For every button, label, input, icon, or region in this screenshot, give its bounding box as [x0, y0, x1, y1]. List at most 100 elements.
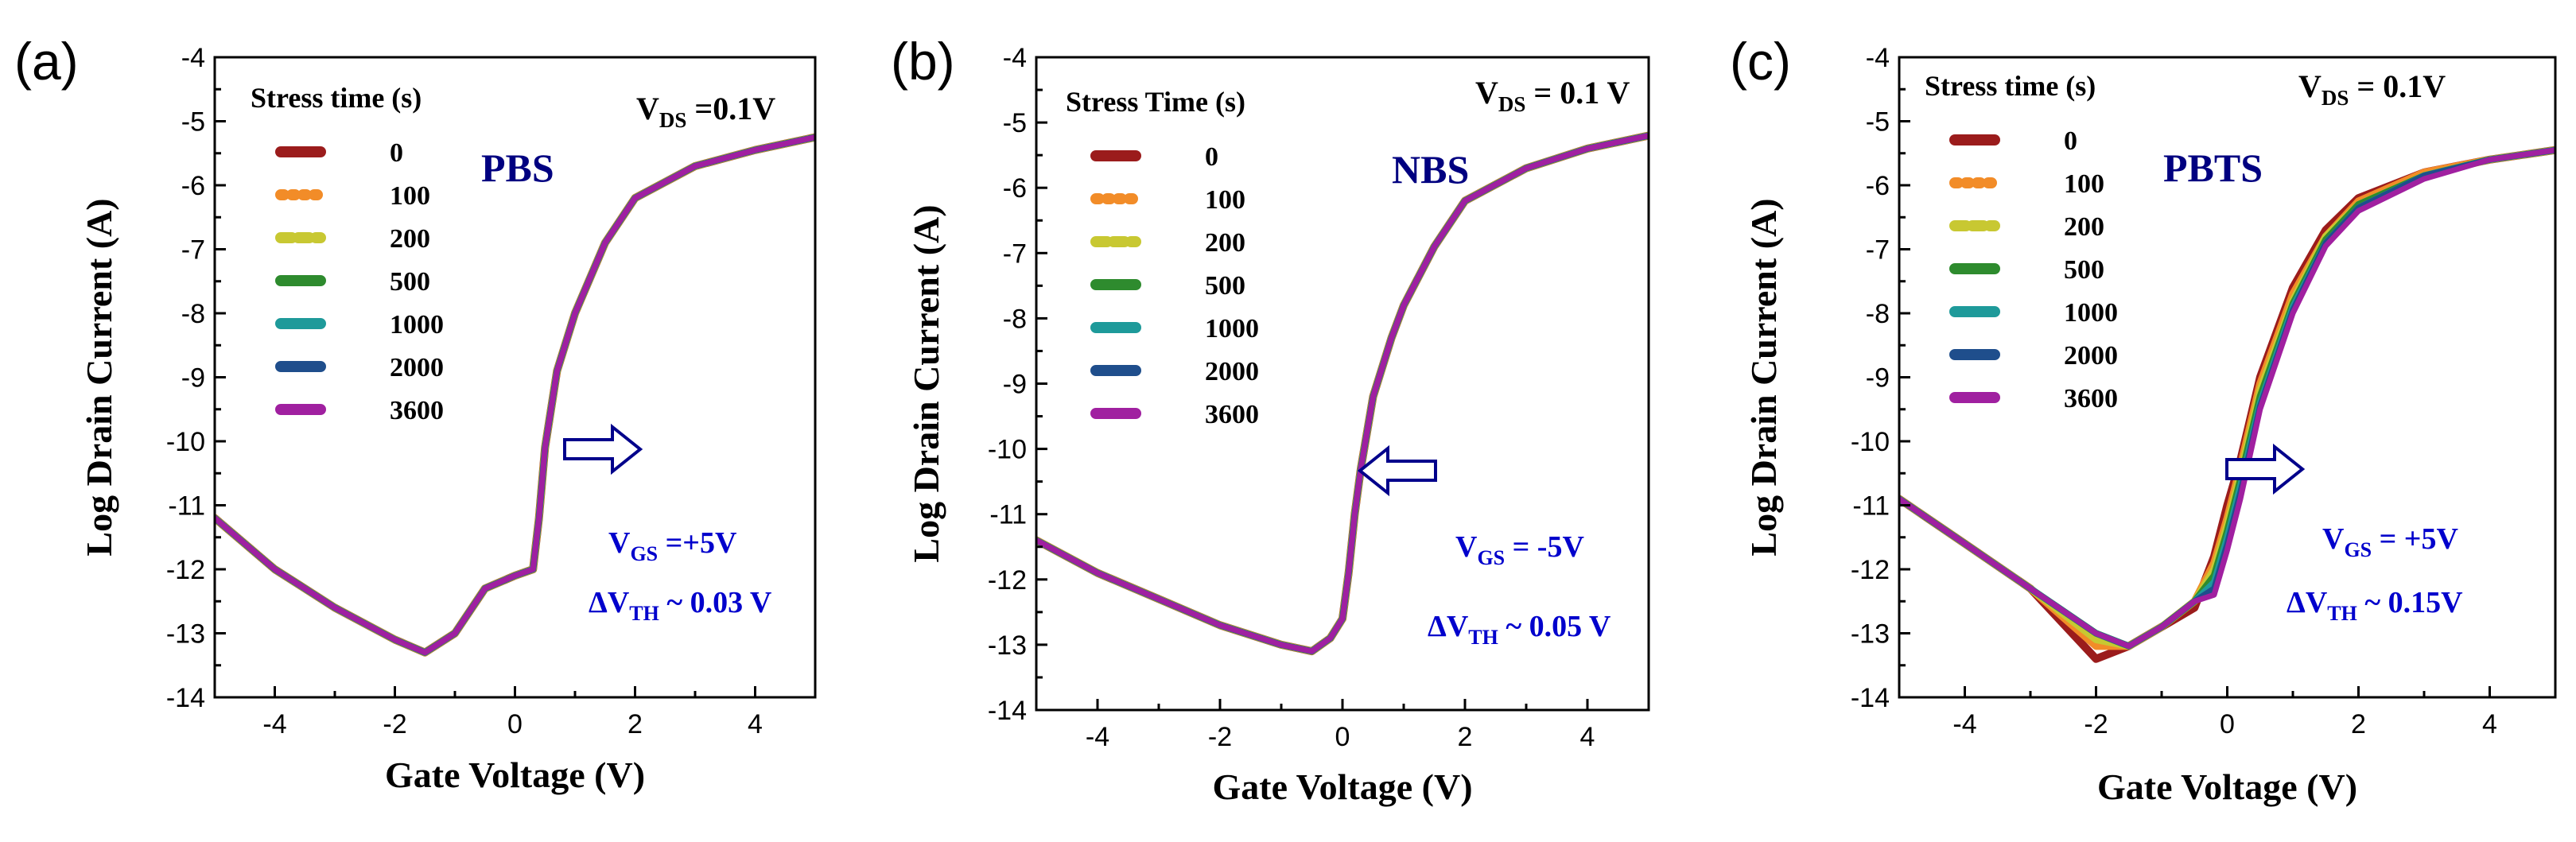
legend: Stress time (s) 0 100 200 500 1000 2000 3600 — [251, 82, 444, 425]
dvth-label: ΔVTH ~ 0.05 V — [1428, 610, 1611, 649]
legend-label-100: 100 — [390, 181, 430, 211]
panel-letter: (b) — [891, 32, 955, 91]
y-tick-label: -13 — [1851, 619, 1890, 650]
y-tick-label: -5 — [1003, 108, 1027, 138]
x-tick-label: 0 — [1335, 722, 1350, 752]
legend-label-2000: 2000 — [1205, 357, 1259, 386]
y-tick-label: -10 — [988, 435, 1027, 465]
legend-label-0: 0 — [390, 138, 403, 168]
legend-label-1000: 1000 — [390, 310, 444, 340]
panel-letter: (a) — [14, 32, 79, 91]
x-tick-label: 2 — [627, 709, 643, 739]
x-axis-title: Gate Voltage (V) — [2097, 766, 2357, 807]
stress-type-label: NBS — [1392, 147, 1469, 192]
vds-label: VDS =0.1V — [636, 91, 775, 132]
panel-letter: (c) — [1730, 32, 1791, 91]
series-2000-line — [1036, 132, 1649, 654]
series-3600-line — [215, 134, 815, 656]
x-tick-label: -4 — [1086, 722, 1109, 752]
y-tick-label: -9 — [1003, 370, 1027, 400]
legend-title: Stress Time (s) — [1066, 86, 1245, 118]
legend-title: Stress time (s) — [1925, 70, 2096, 102]
legend-label-0: 0 — [1205, 142, 1218, 172]
y-tick-label: -11 — [989, 500, 1027, 530]
vgs-label: VGS =+5V — [608, 526, 737, 565]
x-tick-label: 0 — [2220, 709, 2235, 739]
y-tick-label: -7 — [1866, 235, 1890, 266]
y-tick-label: -11 — [1852, 491, 1890, 522]
x-tick-label: -4 — [262, 709, 286, 739]
x-tick-label: -2 — [383, 709, 406, 739]
series-100-line — [1036, 131, 1649, 655]
x-tick-label: 4 — [1580, 722, 1595, 752]
y-tick-label: -8 — [1866, 299, 1890, 329]
y-tick-label: -7 — [1003, 239, 1027, 269]
y-tick-label: -6 — [181, 171, 205, 201]
x-tick-label: -2 — [1208, 722, 1232, 752]
stress-type-label: PBTS — [2163, 146, 2263, 190]
legend-label-100: 100 — [1205, 185, 1245, 215]
x-tick-label: -2 — [2084, 709, 2108, 739]
vds-label: VDS = 0.1 V — [1475, 75, 1630, 116]
legend-label-0: 0 — [2064, 126, 2077, 156]
panel-c: (c) -4 -5 -6 -7 -8 -9 -10 -11 -12 -13 -14 -4 -2 0 2 4 Gat… — [1730, 32, 2557, 807]
y-tick-label: -4 — [1866, 43, 1890, 73]
legend: Stress time (s) 0 100 200 500 1000 2000 3600 — [1925, 70, 2118, 413]
x-tick-label: 0 — [507, 709, 523, 739]
y-tick-label: -5 — [1866, 107, 1890, 138]
x-tick-label: 4 — [2482, 709, 2497, 739]
y-tick-label: -9 — [1866, 363, 1890, 394]
curves — [1036, 131, 1649, 656]
y-tick-label: -12 — [1851, 555, 1890, 585]
legend-label-200: 200 — [390, 224, 430, 254]
legend-label-500: 500 — [2064, 255, 2104, 285]
y-tick-label: -14 — [988, 696, 1027, 726]
vgs-label: VGS = -5V — [1455, 530, 1584, 569]
y-tick-label: -14 — [166, 683, 205, 713]
legend-label-1000: 1000 — [1205, 314, 1259, 343]
y-tick-label: -12 — [166, 555, 205, 585]
legend-label-3600: 3600 — [1205, 400, 1259, 429]
series-1000-line — [1036, 132, 1649, 655]
x-tick-label: 2 — [2351, 709, 2366, 739]
legend-label-100: 100 — [2064, 169, 2104, 199]
y-tick-label: -4 — [1003, 43, 1027, 73]
legend-label-500: 500 — [1205, 271, 1245, 301]
y-axis-title: Log Drain Current (A) — [906, 204, 946, 562]
y-tick-label: -14 — [1851, 683, 1890, 713]
legend-label-200: 200 — [1205, 228, 1245, 258]
series-3600-line — [1036, 133, 1649, 654]
vth-shift-arrow-icon — [563, 423, 643, 475]
x-tick-label: 2 — [1458, 722, 1473, 752]
series-0-line — [1036, 131, 1649, 656]
series-3600-line — [1899, 147, 2555, 650]
y-tick-label: -13 — [988, 631, 1027, 661]
y-tick-label: -12 — [988, 565, 1027, 596]
legend-label-1000: 1000 — [2064, 298, 2118, 328]
curves — [1899, 146, 2555, 663]
panel-b: (b) -4 -5 -6 -7 -8 -9 -10 -11 -12 -13 -14 -4 -2 0 2 4 Gat… — [891, 32, 1650, 807]
x-axis-title: Gate Voltage (V) — [1212, 766, 1472, 807]
panel-a: (a) -4 -5 -6 -7 -8 -9 -10 -11 -12 -13 -14 -4 -2 0 2 4 Gat… — [14, 32, 817, 795]
y-tick-label: -8 — [181, 299, 205, 329]
legend-label-3600: 3600 — [2064, 384, 2118, 413]
dvth-label: ΔVTH ~ 0.15V — [2287, 586, 2463, 625]
x-tick-label: 4 — [748, 709, 763, 739]
vgs-label: VGS = +5V — [2322, 522, 2458, 561]
y-tick-label: -4 — [181, 43, 205, 73]
y-axis-title: Log Drain Current (A) — [1743, 198, 1784, 556]
x-tick-label: -4 — [1952, 709, 1976, 739]
x-axis-title: Gate Voltage (V) — [385, 755, 645, 795]
y-tick-label: -8 — [1003, 304, 1027, 334]
dvth-label: ΔVTH ~ 0.03 V — [589, 586, 772, 625]
stress-type-label: PBS — [481, 146, 554, 190]
legend-title: Stress time (s) — [251, 82, 422, 114]
y-axis-title: Log Drain Current (A) — [79, 198, 119, 556]
y-tick-label: -6 — [1003, 173, 1027, 204]
y-tick-label: -10 — [1851, 427, 1890, 457]
legend-label-3600: 3600 — [390, 396, 444, 425]
vds-label: VDS = 0.1V — [2298, 68, 2446, 110]
y-tick-label: -9 — [181, 363, 205, 394]
y-tick-label: -5 — [181, 107, 205, 138]
vth-shift-arrow-icon — [1357, 444, 1437, 497]
